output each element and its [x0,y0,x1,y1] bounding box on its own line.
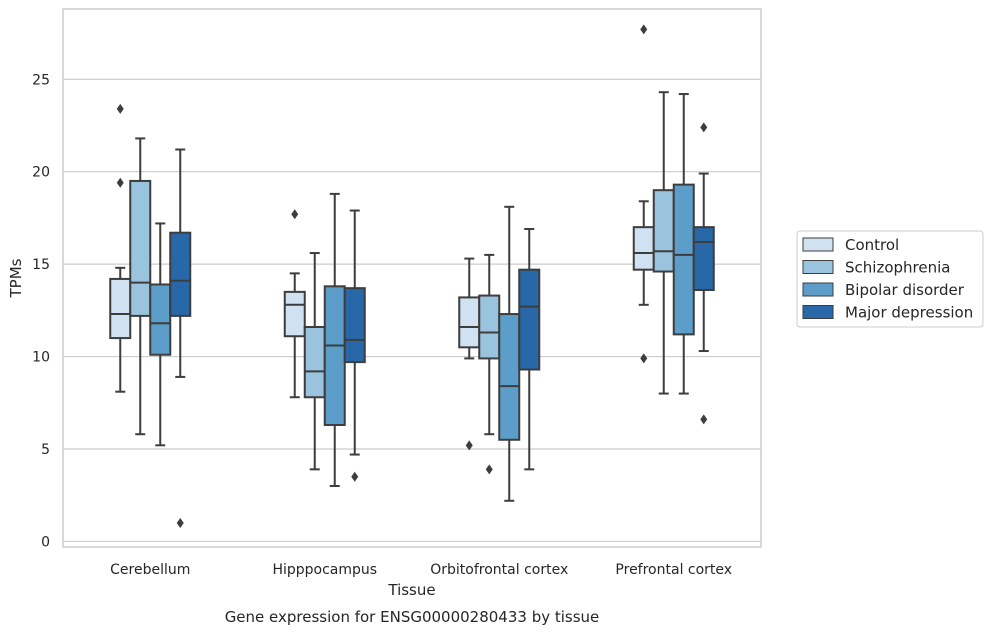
y-tick-label: 5 [41,442,50,458]
x-tick-label: Orbitofrontal cortex [430,562,568,578]
box-group [109,103,132,393]
plot-boxes [109,24,715,528]
legend-label: Schizophrenia [845,259,950,277]
box [652,189,675,273]
box-group [323,192,346,487]
outlier-point [700,122,708,133]
box [303,325,326,399]
box [323,285,346,426]
box-group [303,252,326,471]
box-group [632,24,655,364]
box [109,277,132,340]
box-group [498,205,521,502]
box-group [129,137,152,436]
outlier-point [700,414,708,425]
box [672,183,695,336]
box-group [518,228,541,471]
box-group [692,122,715,425]
box-group [169,148,192,528]
plot-frame [62,8,762,548]
legend-label: Major depression [845,304,973,322]
y-tick-label: 25 [32,72,50,88]
x-tick-label: Prefrontal cortex [615,562,732,578]
box-group [458,257,481,451]
box [518,268,541,371]
box [283,290,306,338]
box [692,226,715,292]
outlier-point [640,353,648,364]
x-axis-label: Tissue [387,581,435,599]
box [632,226,655,271]
box [458,296,481,349]
chart-caption: Gene expression for ENSG00000280433 by t… [225,608,600,626]
outlier-point [485,464,493,475]
outlier-point [176,517,184,528]
x-tick-labels: Cerebellum Hipppocampus Orbitofrontal cort… [110,562,732,578]
legend: Control Schizophrenia Bipolar disorder Majo… [796,230,984,328]
y-tick-labels: 0 5 10 15 20 25 [32,72,50,550]
y-tick-label: 15 [32,257,50,273]
x-tick-label: Cerebellum [110,562,190,578]
y-axis-label: TPMs [7,258,25,298]
x-tick-label: Hipppocampus [272,562,377,578]
outlier-point [116,177,124,188]
box [169,231,192,317]
legend-entries: Control Schizophrenia Bipolar disorder Majo… [802,236,973,322]
outlier-point [116,103,124,114]
box-group [343,209,366,482]
box [343,287,366,364]
box [129,179,152,317]
box-group [149,222,172,447]
y-tick-label: 20 [32,165,50,181]
box-group [672,93,695,395]
box-group [652,91,675,395]
legend-swatch [802,237,834,252]
legend-swatch [802,305,834,319]
box [498,313,521,441]
legend-swatch [802,282,834,297]
box-group [478,253,501,475]
outlier-point [640,24,648,35]
box [149,283,172,356]
y-tick-label: 10 [32,350,50,366]
outlier-point [465,440,473,451]
outlier-point [351,471,359,482]
box [478,294,501,360]
box-group [283,209,306,399]
legend-label: Bipolar disorder [845,281,965,299]
legend-label: Control [845,236,899,254]
outlier-point [291,209,299,220]
y-tick-label: 0 [41,534,50,550]
legend-swatch [802,260,834,274]
legend-frame [796,230,984,328]
